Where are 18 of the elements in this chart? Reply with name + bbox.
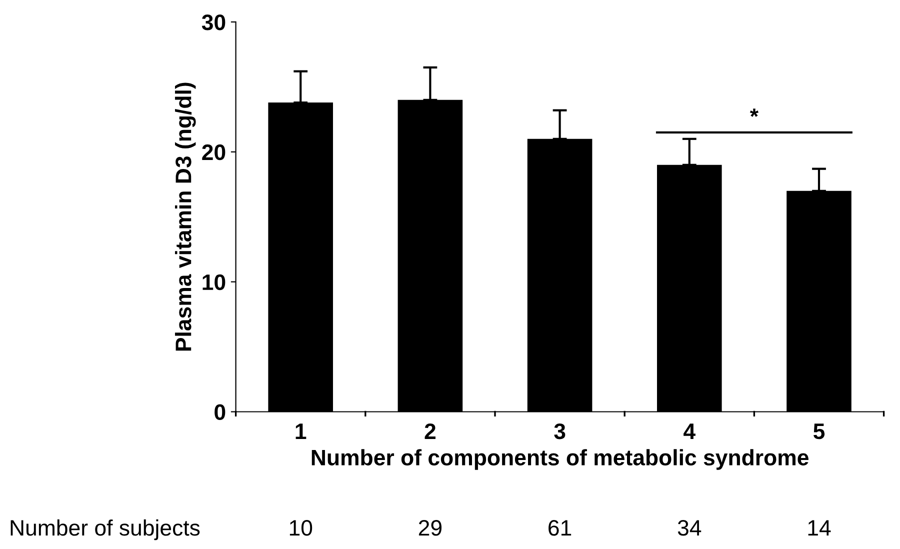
y-tick-label: 0 — [214, 404, 226, 420]
text: Number of subjects — [10, 519, 200, 540]
text: 14 — [808, 520, 831, 536]
y-tick-label: 20 — [202, 144, 226, 160]
y-tick-label: 30 — [202, 14, 226, 30]
text: 34 — [678, 520, 702, 536]
x-tick-label: 1 — [296, 424, 306, 439]
text: 10 — [290, 520, 312, 536]
x-tick-label: 3 — [554, 423, 566, 440]
y-axis-title: Plasma vitamin D3 (ng/dl) — [174, 82, 196, 351]
x-tick-label: 2 — [424, 423, 436, 439]
x-tick-label: 5 — [814, 424, 825, 440]
y-tick-label: 10 — [202, 274, 226, 290]
text: 61 — [548, 520, 572, 536]
x-axis-title: Number of components of metabolic syndrome — [312, 449, 808, 470]
x-tick-label: 4 — [684, 424, 696, 439]
text: 29 — [418, 520, 442, 536]
annotation: * — [750, 108, 758, 117]
